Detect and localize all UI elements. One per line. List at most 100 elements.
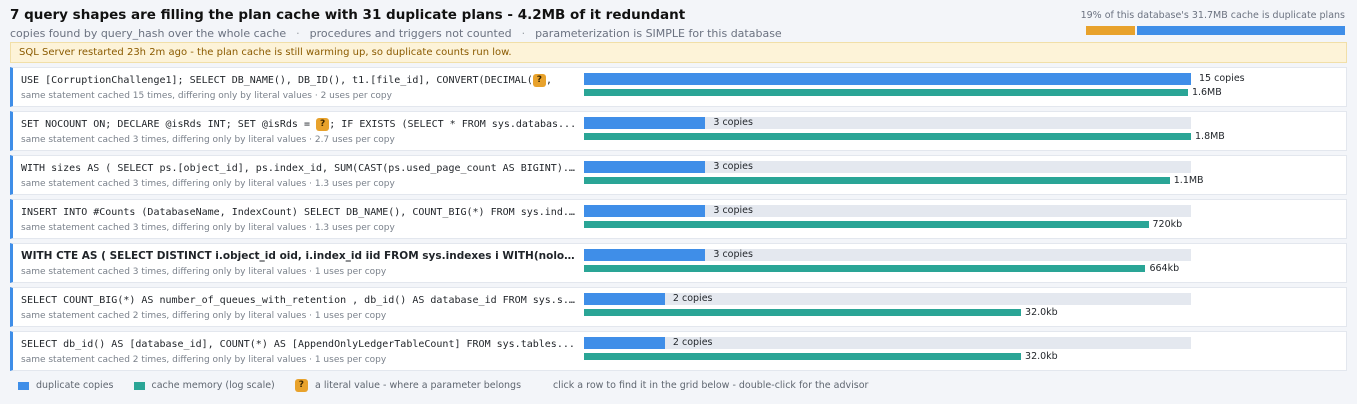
copies-track	[584, 161, 1191, 173]
query-text-start: SET NOCOUNT ON; DECLARE @isRds INT; SET …	[21, 119, 317, 130]
subline-method: copies found by query_hash over the whol…	[10, 27, 287, 40]
copies-bar	[584, 161, 706, 173]
cache-summary-text: 19% of this database's 31.7MB cache is d…	[1080, 10, 1345, 21]
cache-summary-bar	[1086, 26, 1345, 35]
query-text-start: WITH sizes AS ( SELECT ps.[object_id], p…	[21, 163, 577, 174]
subline-separator: ·	[296, 27, 300, 40]
row-bars: 3 copies 1.1MB	[584, 161, 1344, 191]
memory-label: 720kb	[1152, 219, 1183, 230]
copies-track	[584, 117, 1191, 129]
query-meta: same statement cached 3 times, differing…	[21, 267, 387, 277]
copies-bar	[584, 73, 1191, 85]
row-bars: 3 copies 1.8MB	[584, 117, 1344, 147]
literal-placeholder-icon: ?	[532, 74, 546, 87]
legend: duplicate copies cache memory (log scale…	[18, 379, 868, 392]
copies-bar	[584, 117, 706, 129]
page-title: 7 query shapes are filling the plan cach…	[10, 7, 686, 23]
warning-text: SQL Server restarted 23h 2m ago - the pl…	[19, 47, 512, 58]
row-bars: 3 copies 664kb	[584, 249, 1344, 279]
legend-memory-label: cache memory (log scale)	[151, 380, 275, 391]
query-text: SET NOCOUNT ON; DECLARE @isRds INT; SET …	[21, 117, 577, 132]
copies-label: 3 copies	[713, 161, 753, 172]
query-shape-row[interactable]: WITH CTE AS ( SELECT DISTINCT i.object_i…	[10, 243, 1347, 283]
query-text-start: SELECT COUNT_BIG(*) AS number_of_queues_…	[21, 295, 577, 306]
subline-separator: ·	[521, 27, 526, 40]
query-meta: same statement cached 3 times, differing…	[21, 135, 395, 145]
subline-scope: procedures and triggers not counted	[309, 27, 512, 40]
memory-label: 1.1MB	[1173, 175, 1204, 186]
query-meta: same statement cached 15 times, differin…	[21, 91, 392, 101]
memory-label: 1.8MB	[1195, 131, 1225, 142]
memory-label: 664kb	[1149, 263, 1180, 274]
literal-placeholder-icon: ?	[316, 118, 330, 131]
memory-label: 1.6MB	[1191, 87, 1222, 98]
copies-label: 3 copies	[713, 249, 753, 260]
row-bars: 3 copies 720kb	[584, 205, 1344, 235]
memory-bar	[584, 265, 1146, 272]
memory-bar	[584, 309, 1022, 316]
copies-bar	[584, 205, 706, 217]
report-header: 7 query shapes are filling the plan cach…	[10, 6, 1050, 40]
interaction-hint: click a row to find it in the grid below…	[553, 380, 869, 391]
query-shape-row[interactable]: WITH sizes AS ( SELECT ps.[object_id], p…	[10, 155, 1347, 195]
query-text: WITH sizes AS ( SELECT ps.[object_id], p…	[21, 161, 577, 176]
memory-bar	[584, 177, 1170, 184]
query-text-start: USE [CorruptionChallenge1]; SELECT DB_NA…	[21, 75, 533, 86]
copies-bar	[584, 293, 665, 305]
query-shape-list: USE [CorruptionChallenge1]; SELECT DB_NA…	[10, 67, 1347, 375]
remaining-share-segment	[1137, 26, 1345, 35]
copies-label: 2 copies	[672, 337, 713, 348]
literal-placeholder-icon: ?	[294, 379, 308, 392]
memory-bar	[584, 353, 1022, 360]
copies-bar	[584, 249, 706, 261]
query-meta: same statement cached 2 times, differing…	[21, 311, 387, 321]
memory-label: 32.0kb	[1025, 351, 1058, 362]
memory-label: 32.0kb	[1025, 307, 1058, 318]
row-bars: 2 copies 32.0kb	[584, 293, 1344, 323]
legend-copies: duplicate copies	[18, 380, 114, 391]
query-text: SELECT COUNT_BIG(*) AS number_of_queues_…	[21, 293, 577, 308]
legend-literal-label: a literal value - where a parameter belo…	[315, 380, 522, 391]
query-shape-row[interactable]: SET NOCOUNT ON; DECLARE @isRds INT; SET …	[10, 111, 1347, 151]
query-meta: same statement cached 3 times, differing…	[21, 223, 395, 233]
query-text: WITH CTE AS ( SELECT DISTINCT i.object_i…	[21, 249, 577, 264]
copies-label: 3 copies	[713, 117, 753, 128]
memory-bar	[584, 221, 1149, 228]
legend-literal: ? a literal value - where a parameter be…	[294, 379, 522, 392]
copies-swatch	[18, 381, 29, 390]
query-shape-row[interactable]: INSERT INTO #Counts (DatabaseName, Index…	[10, 199, 1347, 239]
query-shape-row[interactable]: SELECT COUNT_BIG(*) AS number_of_queues_…	[10, 287, 1347, 327]
header-subline: copies found by query_hash over the whol…	[10, 27, 1050, 40]
copies-bar	[584, 337, 665, 349]
warmup-warning-banner: SQL Server restarted 23h 2m ago - the pl…	[10, 42, 1347, 63]
cache-summary: 19% of this database's 31.7MB cache is d…	[1080, 10, 1345, 35]
query-text: SELECT db_id() AS [database_id], COUNT(*…	[21, 337, 577, 352]
memory-bar	[584, 89, 1188, 96]
memory-bar	[584, 133, 1191, 140]
copies-label: 2 copies	[672, 293, 713, 304]
query-text: USE [CorruptionChallenge1]; SELECT DB_NA…	[21, 73, 577, 88]
row-bars: 15 copies 1.6MB	[584, 73, 1344, 103]
copies-track	[584, 205, 1191, 217]
query-shape-row[interactable]: USE [CorruptionChallenge1]; SELECT DB_NA…	[10, 67, 1347, 107]
copies-track	[584, 293, 1191, 305]
query-text-start: SELECT db_id() AS [database_id], COUNT(*…	[21, 339, 575, 350]
query-text-start: WITH CTE AS ( SELECT DISTINCT i.object_i…	[21, 250, 577, 262]
query-shape-row[interactable]: SELECT db_id() AS [database_id], COUNT(*…	[10, 331, 1347, 371]
copies-track	[584, 337, 1191, 349]
copies-track	[584, 249, 1191, 261]
subline-parameterization: parameterization is SIMPLE for this data…	[535, 27, 782, 40]
copies-label: 3 copies	[713, 205, 753, 216]
query-meta: same statement cached 3 times, differing…	[21, 179, 395, 189]
query-text-start: INSERT INTO #Counts (DatabaseName, Index…	[21, 207, 577, 218]
duplicate-share-segment	[1086, 26, 1136, 35]
query-text-end: ,	[545, 75, 553, 86]
memory-swatch	[133, 381, 145, 390]
copies-label: 15 copies	[1199, 73, 1245, 84]
legend-copies-label: duplicate copies	[36, 380, 114, 391]
query-meta: same statement cached 2 times, differing…	[21, 355, 387, 365]
row-bars: 2 copies 32.0kb	[584, 337, 1344, 367]
query-text: INSERT INTO #Counts (DatabaseName, Index…	[21, 205, 577, 220]
legend-memory: cache memory (log scale)	[133, 380, 275, 391]
query-text-end: ; IF EXISTS (SELECT * FROM sys.databas..…	[329, 119, 577, 130]
